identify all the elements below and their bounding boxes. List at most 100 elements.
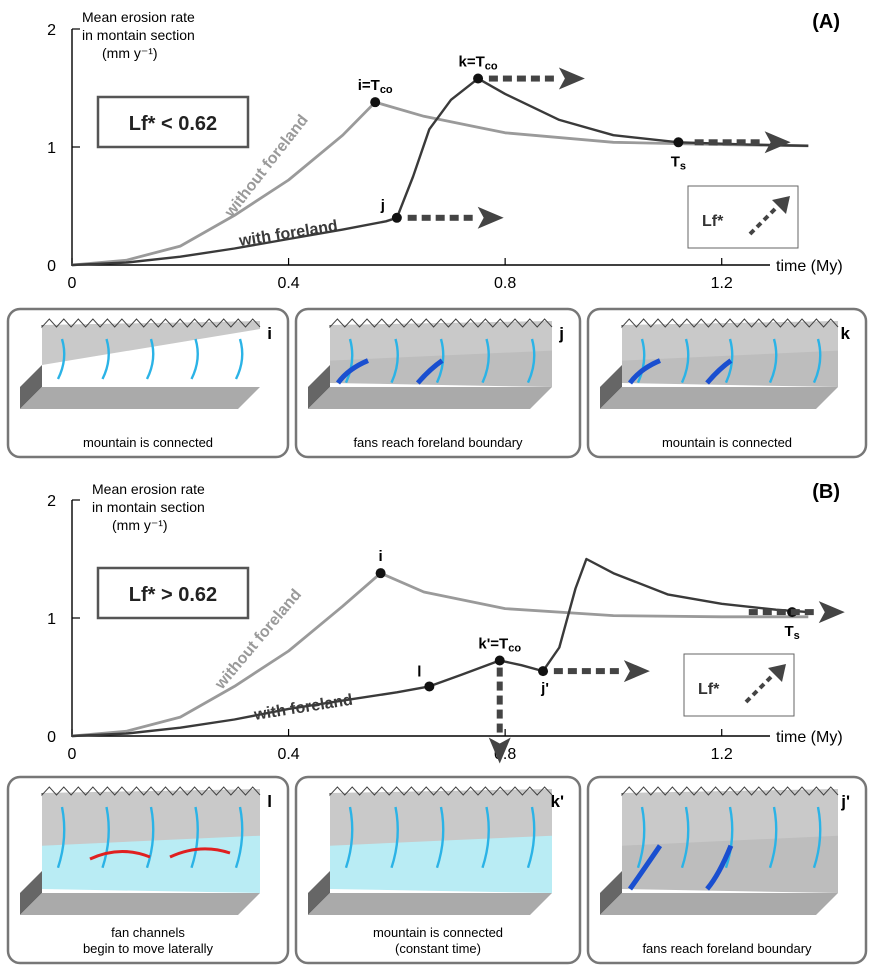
series-with-foreland (71, 77, 809, 267)
x-tick-label: 1.2 (711, 275, 733, 292)
inset-arrow-dash (765, 675, 773, 683)
threshold-box (96, 95, 250, 149)
snapshot-kp-foreland (330, 835, 552, 893)
arrow-ts-head (818, 601, 845, 624)
snapshot-l-lateral-arrow (89, 850, 151, 861)
marker-label: k=Tco (459, 54, 498, 73)
arrow-kprime-dash (496, 723, 503, 733)
snapshot-kp-side-face (308, 871, 330, 915)
snapshot-caption: begin to move laterally (83, 941, 214, 956)
x-tick-label: 0 (68, 275, 77, 292)
threshold-label: Lf* > 0.62 (129, 584, 217, 606)
y-tick-label: 2 (47, 22, 56, 39)
inset-arrow-dash (748, 228, 756, 236)
marker-label: i=Tco (358, 77, 393, 96)
arrow-jprime-dash (567, 668, 577, 675)
snapshot-k-fan-channel (705, 358, 733, 385)
marker-label: j (380, 197, 385, 214)
arrow-kprime-dash (496, 667, 503, 677)
threshold-label: Lf* < 0.62 (129, 113, 217, 135)
snapshot-k-channel (768, 338, 778, 384)
snapshot-l-channel (234, 806, 244, 869)
snapshot-jp-fan-channel (705, 844, 734, 891)
inset-arrow-dash (751, 689, 759, 697)
threshold-box (96, 566, 250, 620)
snapshot-jp-side-face (600, 871, 622, 915)
marker-T (673, 137, 684, 148)
marker-iT (370, 97, 381, 108)
arrow-jprime-dash (553, 668, 563, 675)
snapshot-k-ridge-line (621, 318, 839, 329)
series-without-foreland (71, 100, 809, 267)
snapshot-jp-channel (680, 806, 690, 869)
arrow-ts-dash (748, 609, 758, 616)
inset-arrow-dash (762, 214, 770, 222)
panel-label: (A) (812, 11, 840, 33)
snapshot-letter: j (558, 324, 564, 343)
snapshot-l-lateral-arrow (169, 847, 231, 859)
arrow-j-dash (421, 214, 431, 221)
snapshot-kp-channel (344, 806, 354, 869)
snapshot-j-ridge-line (329, 318, 553, 329)
arrow-ts-dash (750, 139, 760, 146)
y-axis-label: (mm y⁻¹) (102, 45, 158, 61)
y-axis-label: in montain section (82, 27, 195, 43)
snapshot-kp-channel (390, 806, 399, 869)
snapshot-caption: fans reach foreland boundary (353, 435, 523, 450)
arrow-k-dash (516, 75, 526, 82)
y-axis-label: Mean erosion rate (92, 481, 205, 497)
arrow-j-dash (449, 214, 459, 221)
snapshot-caption: mountain is connected (83, 435, 213, 450)
snapshot-kp-channel (481, 806, 490, 869)
arrow-j-dash (463, 214, 473, 221)
inset-arrow-dash (744, 696, 752, 704)
arrow-jprime-dash (609, 668, 619, 675)
snapshot-i-channel (101, 338, 110, 380)
inset-box (683, 653, 795, 717)
arrow-kprime-dash (496, 709, 503, 719)
y-tick-label: 1 (47, 140, 56, 157)
snapshot-kp-channel (435, 806, 445, 869)
arrow-j-dash (407, 214, 417, 221)
snapshot-i-channel (190, 338, 199, 380)
arrow-ts-dash (736, 139, 746, 146)
arrow-k-dash (502, 75, 512, 82)
snapshot-k-channel (636, 338, 646, 384)
snapshot-l-channel (56, 806, 66, 869)
snapshot-caption: (constant time) (395, 941, 481, 956)
arrow-j-head (477, 206, 504, 229)
marker-label: k'=Tco (478, 635, 521, 654)
snapshot-letter: j' (840, 792, 850, 811)
snapshot-j-channel (526, 338, 536, 384)
series-label-with: with foreland (252, 692, 354, 725)
snapshot-l-foreland (42, 835, 260, 893)
snapshot-j-channel (344, 338, 354, 384)
arrow-ts-dash (790, 609, 800, 616)
snapshot-k-side-face (600, 365, 622, 409)
marker-label: l (417, 663, 421, 680)
arrow-jprime-dash (595, 668, 605, 675)
inset-arrow-dash (769, 207, 777, 215)
snapshot-k-channel (812, 338, 822, 384)
snapshot-caption: fans reach foreland boundary (642, 941, 812, 956)
snapshot-jp-channel (768, 806, 778, 869)
snapshot-k-channel (680, 338, 690, 384)
y-tick-label: 0 (47, 258, 56, 275)
snapshot-jp-ridge-line (621, 786, 839, 797)
arrow-ts-dash (776, 609, 786, 616)
snapshot-j-fan-channel (415, 358, 444, 385)
inset-arrow-head (768, 664, 786, 682)
arrow-k-head (558, 67, 585, 90)
snapshot-i-channel (145, 338, 155, 380)
snapshot-jp-foreland (622, 835, 838, 893)
snapshot-i-ridge-line (41, 318, 261, 329)
snapshot-i-channel (56, 338, 66, 380)
snapshot-i-side-face (20, 365, 42, 409)
series-label-with: with foreland (237, 218, 339, 251)
snapshot-letter: l (267, 792, 272, 811)
snapshot-j-channel (435, 338, 445, 384)
snapshot-l-ridge-line (41, 786, 261, 797)
arrow-k-dash (488, 75, 498, 82)
